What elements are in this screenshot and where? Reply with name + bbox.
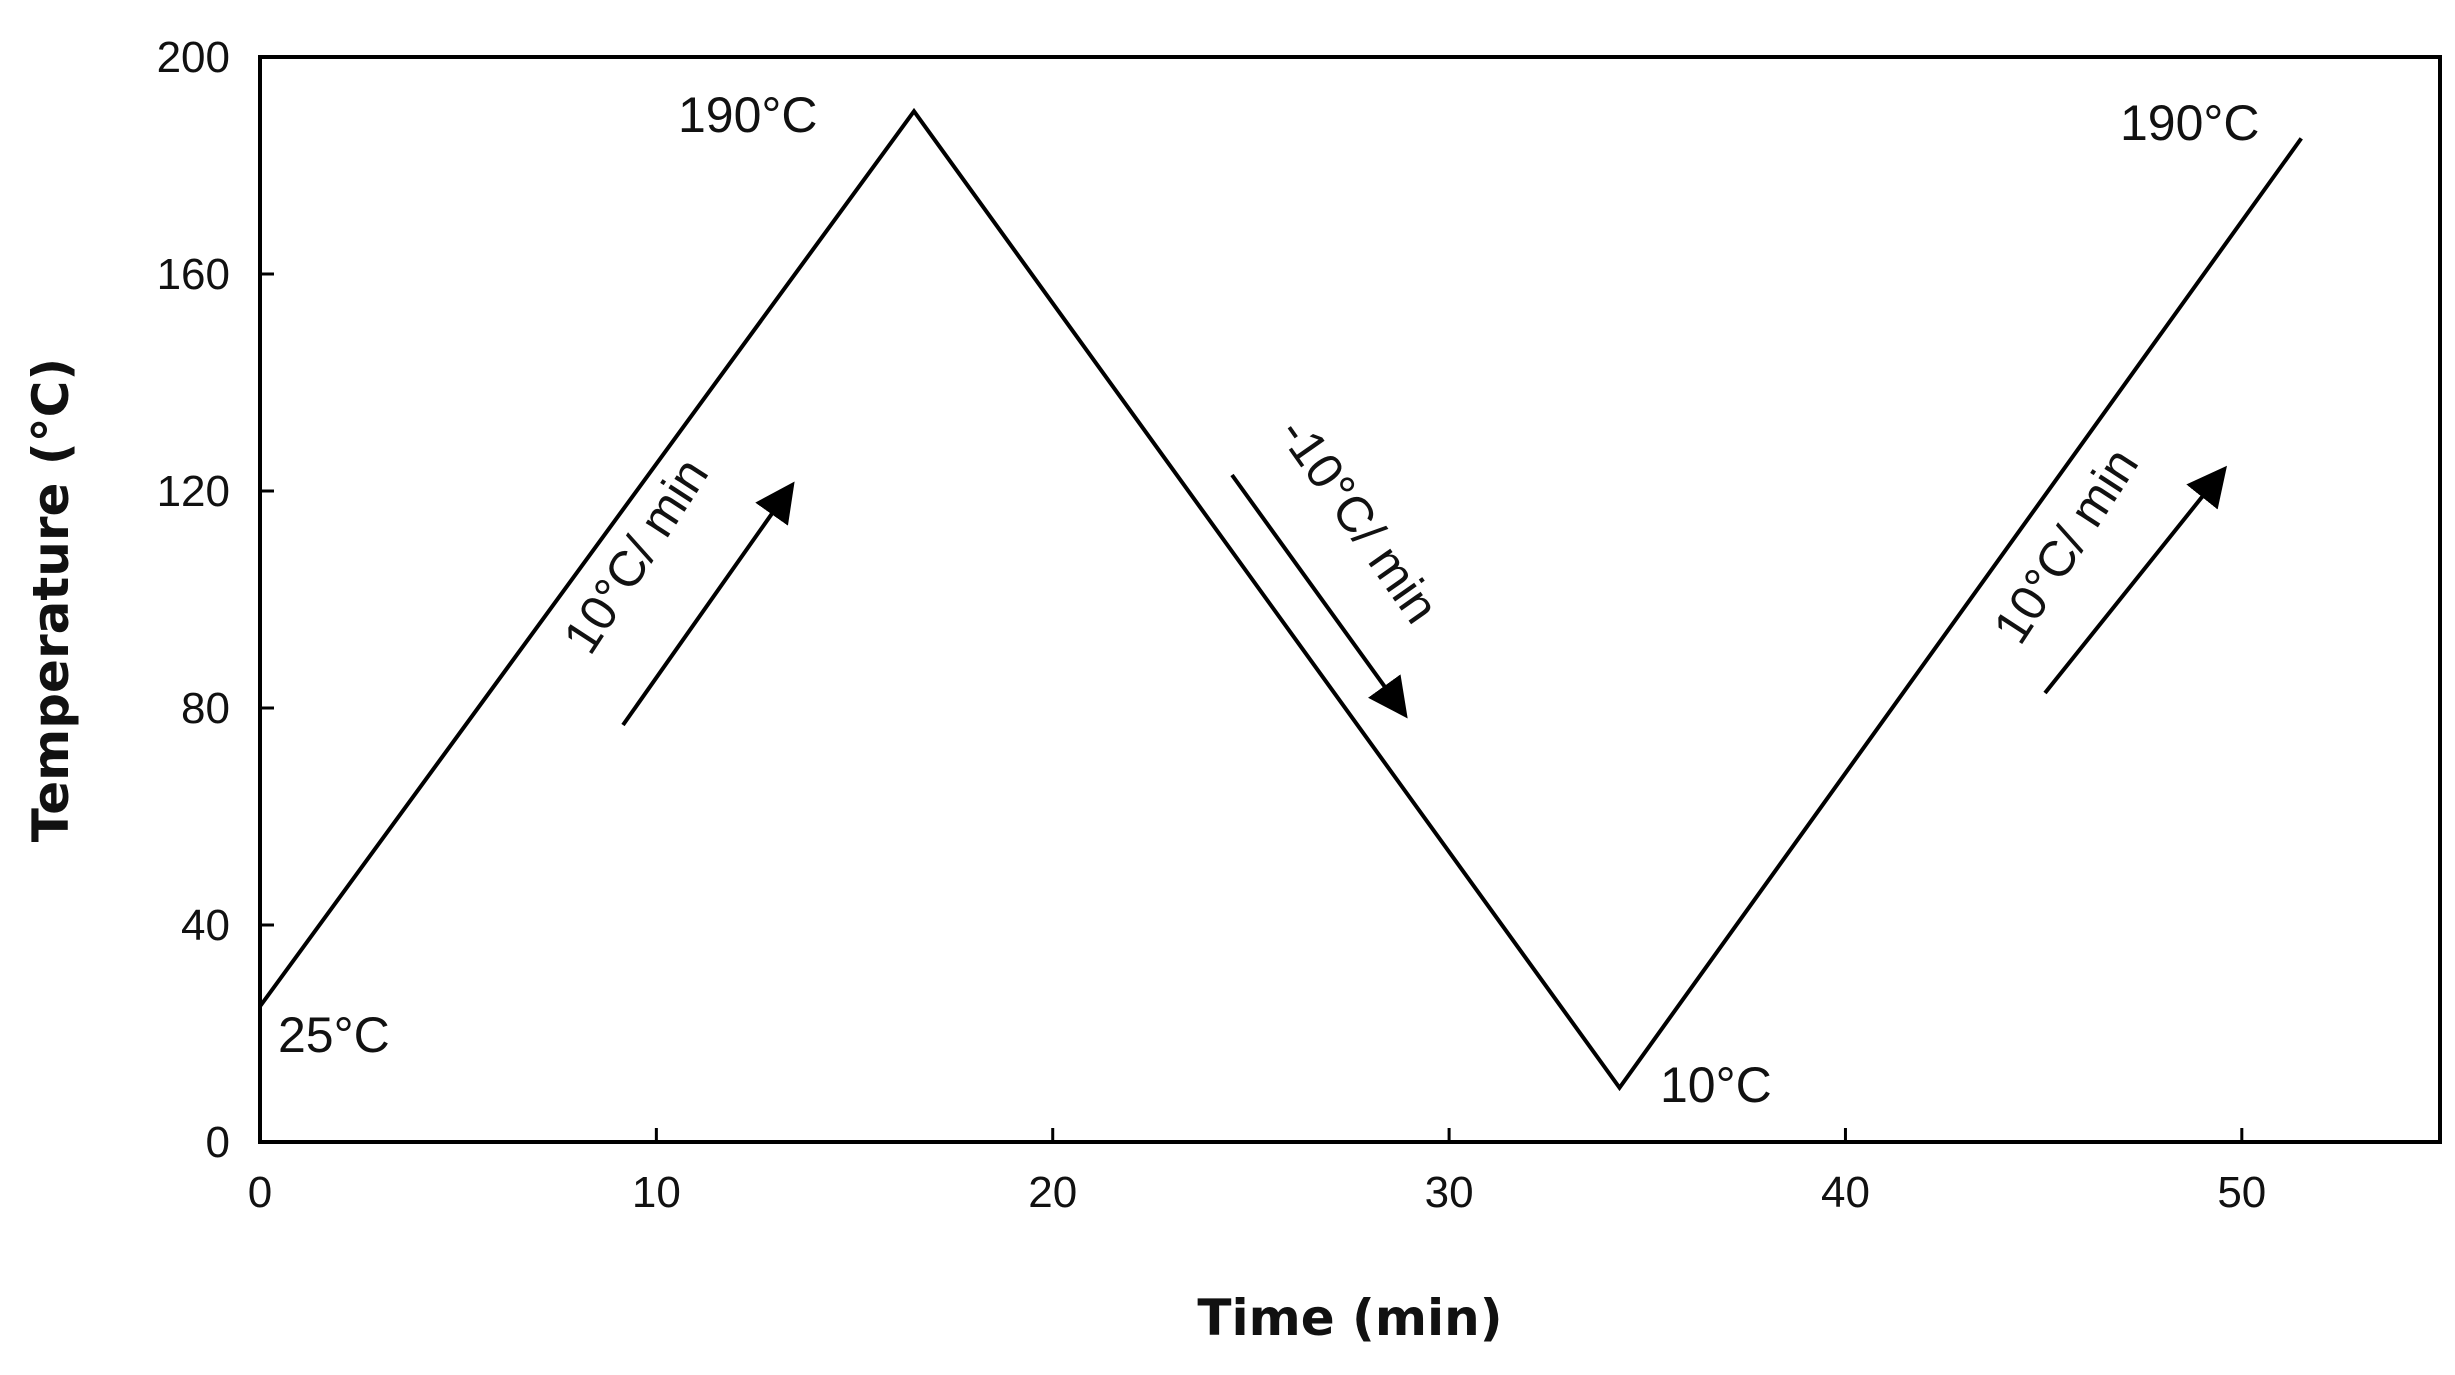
- annotation-cooling-rate: -10°C/ min: [1268, 407, 1450, 633]
- cooling-arrow: [1230, 473, 1408, 719]
- plot-frame: [258, 55, 2442, 1144]
- y-tick-label: 160: [157, 250, 230, 299]
- x-tick-label: 30: [1425, 1168, 1474, 1217]
- x-axis: 0 10 20 30 40 50: [248, 1128, 2266, 1217]
- annotation-peak1-temp: 190°C: [678, 87, 818, 143]
- annotation-start-temp: 25°C: [278, 1007, 390, 1063]
- x-axis-title: Time (min): [1197, 1289, 1502, 1347]
- y-tick-label: 200: [157, 33, 230, 82]
- annotation-valley-temp: 10°C: [1660, 1057, 1772, 1113]
- y-tick-label: 40: [181, 901, 230, 950]
- x-tick-label: 40: [1821, 1168, 1870, 1217]
- y-tick-label: 120: [157, 467, 230, 516]
- heating-arrow-1: [621, 481, 795, 727]
- temperature-series-line: [258, 107, 2303, 1092]
- y-axis-title: Temperature (°C): [22, 358, 80, 842]
- x-tick-label: 50: [2217, 1168, 2266, 1217]
- heating-arrow-2: [2043, 465, 2228, 695]
- x-tick-label: 20: [1028, 1168, 1077, 1217]
- x-tick-label: 10: [632, 1168, 681, 1217]
- annotation-heating-rate-1: 10°C/ min: [552, 448, 719, 663]
- x-tick-label: 0: [248, 1168, 272, 1217]
- annotation-peak2-temp: 190°C: [2120, 95, 2260, 151]
- y-axis: 0 40 80 120 160 200: [157, 33, 274, 1167]
- y-tick-label: 80: [181, 684, 230, 733]
- y-tick-label: 0: [206, 1118, 230, 1167]
